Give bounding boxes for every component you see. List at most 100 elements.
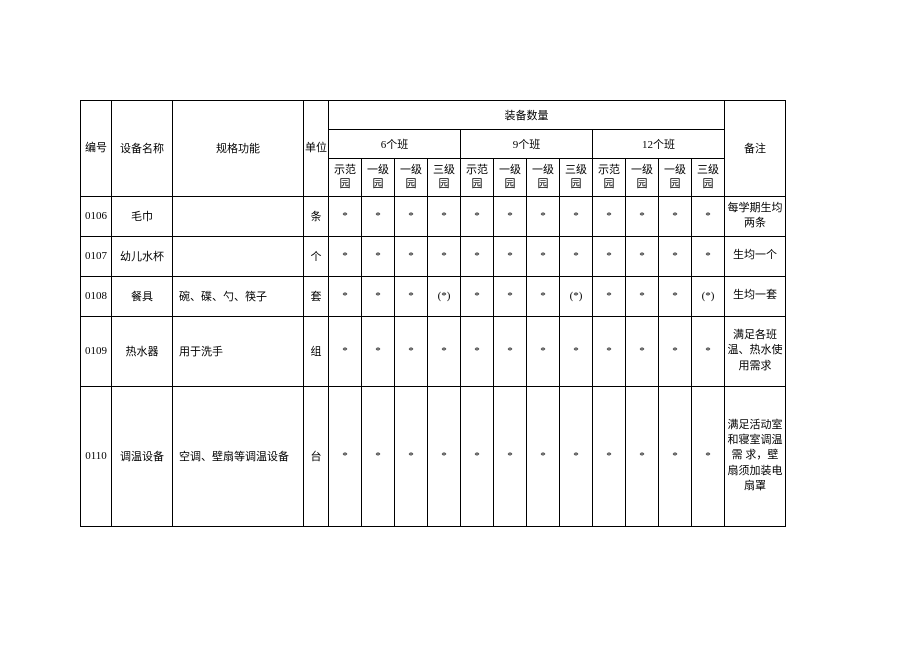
cell-qty: *	[329, 236, 362, 276]
table-header: 编号 设备名称 规格功能 单位 装备数量 备注 6个班 9个班 12个班 示范 …	[81, 101, 786, 197]
cell-qty: *	[395, 276, 428, 316]
cell-qty: *	[395, 386, 428, 526]
cell-qty: *	[593, 196, 626, 236]
table-body: 0106 毛巾 条 * * * * * * * * * * * * 每学期生均两…	[81, 196, 786, 526]
cell-id: 0108	[81, 276, 112, 316]
hdr-12-l1a: 一级 园	[626, 159, 659, 197]
cell-qty: *	[362, 316, 395, 386]
cell-spec	[173, 196, 304, 236]
cell-qty: *	[428, 196, 461, 236]
hdr-12-l3: 三级 园	[692, 159, 725, 197]
cell-qty: *	[428, 316, 461, 386]
cell-name: 幼儿水杯	[112, 236, 173, 276]
cell-qty: *	[362, 276, 395, 316]
cell-qty: *	[560, 236, 593, 276]
cell-name: 调温设备	[112, 386, 173, 526]
table-row: 0110 调温设备 空调、壁扇等调温设备 台 * * * * * * * * *…	[81, 386, 786, 526]
cell-unit: 套	[304, 276, 329, 316]
cell-qty: (*)	[692, 276, 725, 316]
cell-qty: *	[692, 316, 725, 386]
hdr-id: 编号	[81, 101, 112, 197]
table-row: 0109 热水器 用于洗手 组 * * * * * * * * * * * * …	[81, 316, 786, 386]
cell-qty: *	[428, 236, 461, 276]
cell-qty: *	[428, 386, 461, 526]
cell-spec: 碗、碟、勺、筷子	[173, 276, 304, 316]
cell-spec	[173, 236, 304, 276]
cell-qty: (*)	[560, 276, 593, 316]
cell-qty: *	[461, 236, 494, 276]
cell-qty: *	[395, 316, 428, 386]
hdr-9-demo: 示范 园	[461, 159, 494, 197]
cell-qty: *	[494, 276, 527, 316]
hdr-6-demo: 示范 园	[329, 159, 362, 197]
cell-qty: *	[560, 316, 593, 386]
table-row: 0106 毛巾 条 * * * * * * * * * * * * 每学期生均两…	[81, 196, 786, 236]
cell-qty: *	[494, 236, 527, 276]
cell-qty: *	[395, 196, 428, 236]
hdr-9-l1b: 一级 园	[527, 159, 560, 197]
cell-unit: 条	[304, 196, 329, 236]
cell-qty: *	[560, 386, 593, 526]
cell-qty: *	[329, 276, 362, 316]
cell-qty: *	[593, 236, 626, 276]
hdr-9-l1a: 一级 园	[494, 159, 527, 197]
hdr-remark: 备注	[725, 101, 786, 197]
cell-qty: *	[329, 386, 362, 526]
cell-qty: *	[395, 236, 428, 276]
cell-qty: *	[329, 316, 362, 386]
cell-qty: *	[626, 386, 659, 526]
cell-qty: *	[593, 276, 626, 316]
hdr-6-l1a: 一级 园	[362, 159, 395, 197]
cell-qty: *	[692, 236, 725, 276]
hdr-class12: 12个班	[593, 130, 725, 159]
cell-unit: 组	[304, 316, 329, 386]
cell-qty: *	[329, 196, 362, 236]
cell-qty: *	[494, 316, 527, 386]
hdr-6-l1b: 一级 园	[395, 159, 428, 197]
hdr-name: 设备名称	[112, 101, 173, 197]
cell-qty: *	[593, 386, 626, 526]
cell-unit: 台	[304, 386, 329, 526]
cell-qty: *	[659, 386, 692, 526]
cell-qty: *	[494, 386, 527, 526]
cell-qty: *	[527, 276, 560, 316]
cell-qty: *	[527, 196, 560, 236]
hdr-12-l1b: 一级 园	[659, 159, 692, 197]
hdr-12-demo: 示范 园	[593, 159, 626, 197]
cell-qty: *	[461, 196, 494, 236]
cell-name: 毛巾	[112, 196, 173, 236]
hdr-spec: 规格功能	[173, 101, 304, 197]
cell-qty: *	[626, 236, 659, 276]
cell-qty: *	[692, 196, 725, 236]
table-row: 0108 餐具 碗、碟、勺、筷子 套 * * * (*) * * * (*) *…	[81, 276, 786, 316]
cell-remark: 每学期生均两条	[725, 196, 786, 236]
cell-name: 热水器	[112, 316, 173, 386]
cell-qty: *	[593, 316, 626, 386]
cell-remark: 生均一个	[725, 236, 786, 276]
hdr-class6: 6个班	[329, 130, 461, 159]
cell-qty: *	[659, 316, 692, 386]
cell-qty: *	[461, 386, 494, 526]
cell-id: 0110	[81, 386, 112, 526]
cell-qty: *	[362, 196, 395, 236]
cell-qty: *	[461, 276, 494, 316]
cell-spec: 用于洗手	[173, 316, 304, 386]
cell-remark: 满足活动室和寝室调温需 求，壁扇须加装电扇罩	[725, 386, 786, 526]
cell-qty: *	[659, 236, 692, 276]
cell-qty: *	[527, 236, 560, 276]
hdr-unit: 单位	[304, 101, 329, 197]
cell-remark: 生均一套	[725, 276, 786, 316]
cell-qty: (*)	[428, 276, 461, 316]
cell-remark: 满足各班温、热水使用需求	[725, 316, 786, 386]
table-row: 0107 幼儿水杯 个 * * * * * * * * * * * * 生均一个	[81, 236, 786, 276]
cell-qty: *	[527, 316, 560, 386]
cell-qty: *	[461, 316, 494, 386]
cell-id: 0107	[81, 236, 112, 276]
hdr-class9: 9个班	[461, 130, 593, 159]
cell-id: 0106	[81, 196, 112, 236]
cell-spec: 空调、壁扇等调温设备	[173, 386, 304, 526]
cell-qty: *	[362, 236, 395, 276]
cell-qty: *	[659, 276, 692, 316]
cell-qty: *	[659, 196, 692, 236]
cell-qty: *	[362, 386, 395, 526]
